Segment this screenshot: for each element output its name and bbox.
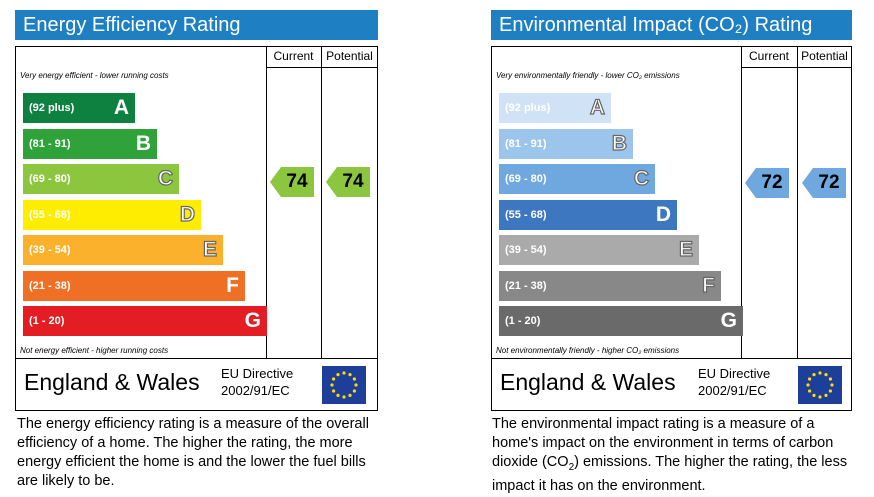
current-column-divider <box>741 47 742 358</box>
energy-efficiency-footer: England & Wales EU Directive 2002/91/EC <box>15 359 378 411</box>
rating-band-b: (81 - 91) B <box>499 128 633 159</box>
band-range: (21 - 38) <box>29 279 71 292</box>
description-text-1: The environmental impact rating is a mea… <box>492 416 834 470</box>
eu-flag-icon <box>322 366 366 404</box>
rating-band-a: (92 plus) A <box>499 93 611 123</box>
band-range: (69 - 80) <box>505 173 547 185</box>
eu-directive-line1: EU Directive <box>698 366 771 381</box>
current-column-divider <box>266 47 267 358</box>
band-letter: E <box>678 237 693 261</box>
description-subscript: 2 <box>568 461 575 473</box>
bottom-note: Not environmentally friendly - higher CO… <box>496 346 680 355</box>
environmental-impact-panel: Environmental Impact (CO₂) Rating Curren… <box>491 10 852 494</box>
band-range: (69 - 80) <box>29 173 71 185</box>
environmental-impact-description: The environmental impact rating is a mea… <box>492 415 864 496</box>
potential-column-divider <box>797 47 798 358</box>
band-range: (92 plus) <box>505 102 551 114</box>
current-column-header: Current <box>273 49 314 63</box>
band-range: (55 - 68) <box>29 208 71 221</box>
rating-band-d: (55 - 68) D <box>499 199 677 230</box>
potential-rating-value: 74 <box>342 171 364 193</box>
rating-band-e: (39 - 54) E <box>23 235 223 265</box>
band-letter: A <box>113 96 129 119</box>
current-rating-value: 74 <box>286 171 308 193</box>
rating-band-a: (92 plus) A <box>23 93 135 123</box>
band-range: (21 - 38) <box>505 279 547 292</box>
current-rating-arrow: 74 <box>270 167 314 198</box>
rating-band-g: (1 - 20) G <box>499 306 743 336</box>
band-letter: E <box>202 237 217 261</box>
potential-column-divider <box>321 47 322 358</box>
rating-band-b: (81 - 91) B <box>23 128 157 159</box>
eu-directive: EU Directive 2002/91/EC <box>221 365 293 399</box>
energy-efficiency-description: The energy efficiency rating is a measur… <box>17 416 369 489</box>
band-letter: C <box>157 166 173 190</box>
potential-rating-arrow: 74 <box>326 167 370 198</box>
potential-column-header: Potential <box>801 49 848 63</box>
header-divider <box>741 67 851 68</box>
band-letter: B <box>611 131 627 155</box>
current-column-header: Current <box>748 49 789 63</box>
band-letter: F <box>702 273 716 297</box>
current-rating-value: 72 <box>761 172 783 194</box>
band-range: (39 - 54) <box>29 244 71 256</box>
environmental-impact-footer: England & Wales EU Directive 2002/91/EC <box>491 359 852 411</box>
energy-efficiency-grid: Current Potential Very energy efficient … <box>15 46 378 359</box>
header-divider <box>266 67 377 68</box>
bottom-note: Not energy efficient - higher running co… <box>20 346 169 355</box>
band-range: (81 - 91) <box>29 137 71 150</box>
rating-band-f: (21 - 38) F <box>23 270 245 301</box>
rating-band-f: (21 - 38) F <box>499 270 721 301</box>
environmental-impact-grid: Current Potential Very environmentally f… <box>491 46 852 359</box>
top-note: Very environmentally friendly - lower CO… <box>496 71 680 80</box>
top-note: Very energy efficient - lower running co… <box>20 71 169 80</box>
band-letter: G <box>720 309 737 332</box>
band-letter: A <box>589 95 605 119</box>
band-letter: D <box>655 202 671 226</box>
rating-band-d: (55 - 68) D <box>23 199 201 230</box>
eu-flag-icon <box>798 366 842 404</box>
current-rating-arrow: 72 <box>745 168 789 199</box>
potential-rating-arrow: 72 <box>802 168 846 199</box>
region-label: England & Wales <box>24 369 200 395</box>
potential-rating-value: 72 <box>818 172 840 194</box>
rating-band-e: (39 - 54) E <box>499 235 699 265</box>
eu-directive: EU Directive 2002/91/EC <box>698 365 770 399</box>
band-letter: F <box>226 273 239 297</box>
band-range: (81 - 91) <box>505 137 547 150</box>
rating-band-g: (1 - 20) G <box>23 306 267 336</box>
band-range: (1 - 20) <box>505 315 541 327</box>
eu-directive-line1: EU Directive <box>221 366 294 381</box>
eu-directive-line2: 2002/91/EC <box>221 383 290 398</box>
energy-efficiency-panel: Energy Efficiency Rating Current Potenti… <box>15 10 378 489</box>
band-range: (1 - 20) <box>29 315 65 327</box>
potential-column-header: Potential <box>326 49 373 63</box>
band-range: (39 - 54) <box>505 244 547 256</box>
rating-band-c: (69 - 80) C <box>23 164 179 194</box>
environmental-impact-title: Environmental Impact (CO₂) Rating <box>491 10 852 40</box>
energy-efficiency-title: Energy Efficiency Rating <box>15 10 378 40</box>
band-range: (55 - 68) <box>505 208 547 221</box>
band-letter: G <box>244 309 261 332</box>
band-letter: D <box>179 202 195 226</box>
band-range: (92 plus) <box>29 102 75 114</box>
rating-band-c: (69 - 80) C <box>499 164 655 194</box>
eu-directive-line2: 2002/91/EC <box>698 383 767 398</box>
description-text-2: ) emissions. The higher the rating, the … <box>492 454 848 494</box>
band-letter: B <box>135 131 151 155</box>
region-label: England & Wales <box>500 369 676 395</box>
band-letter: C <box>633 166 649 190</box>
